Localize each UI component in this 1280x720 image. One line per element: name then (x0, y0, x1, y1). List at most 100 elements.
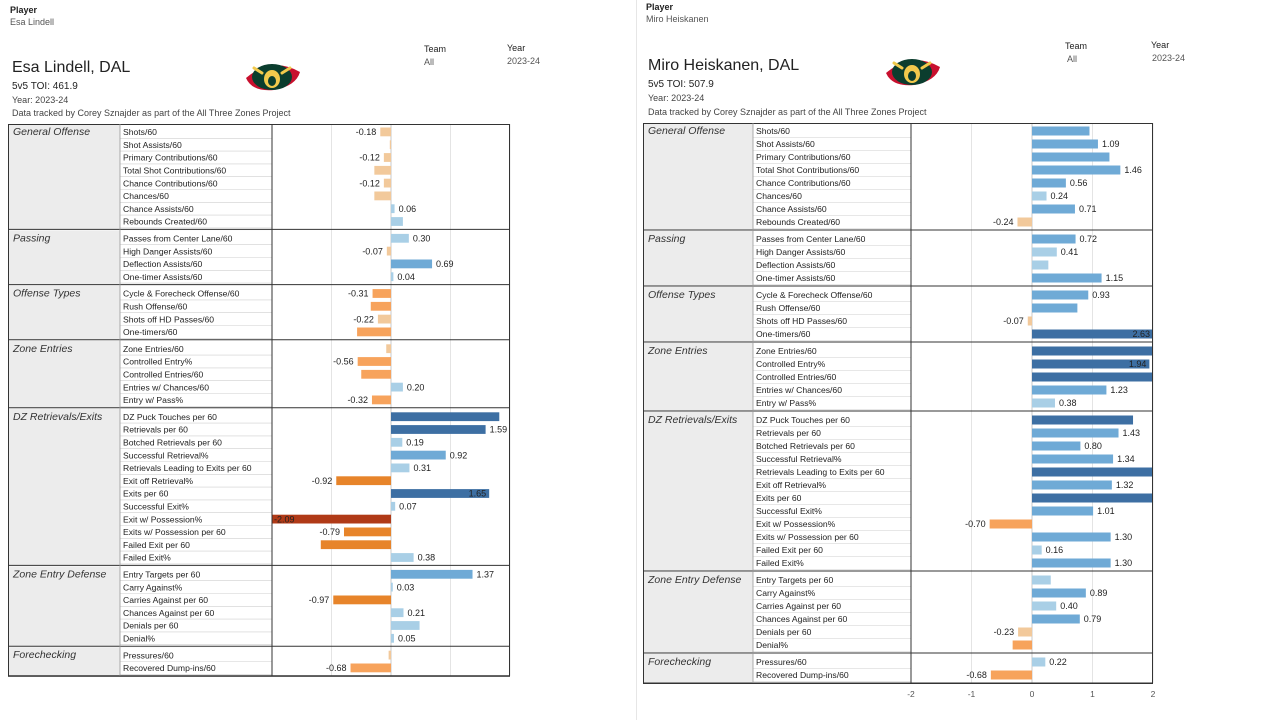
bar (1032, 204, 1075, 214)
player-filter-value[interactable]: Miro Heiskanen (646, 14, 709, 24)
bar (391, 259, 433, 269)
year-line: Year: 2023-24 (648, 93, 705, 103)
bar (1032, 165, 1121, 175)
data-label: 0.19 (406, 438, 424, 448)
data-label: 0.71 (1079, 204, 1097, 214)
bar (1032, 346, 1153, 356)
metric-label: One-timers/60 (123, 327, 178, 337)
player-title: Esa Lindell, DAL (12, 59, 131, 76)
bar (391, 463, 410, 473)
metric-label: Failed Exit% (123, 553, 171, 563)
credit-line: Data tracked by Corey Sznajder as part o… (648, 107, 927, 117)
metric-label: Shot Assists/60 (756, 139, 815, 149)
tick-label: 0 (389, 682, 394, 684)
panel-divider (636, 0, 637, 720)
metric-label: Denials per 60 (123, 621, 179, 631)
data-label: 0.79 (1084, 614, 1102, 624)
tick-label: -2 (268, 682, 276, 684)
bar (1032, 545, 1042, 555)
bar (1032, 398, 1055, 408)
tick-label: 1 (1090, 689, 1095, 699)
bar (391, 608, 404, 618)
bar (391, 217, 403, 226)
data-label: -0.68 (326, 663, 347, 673)
data-label: -0.70 (965, 519, 986, 529)
bar (374, 165, 391, 175)
data-label: 0.40 (1060, 601, 1078, 611)
team-filter-value[interactable]: All (1067, 54, 1078, 64)
metric-label: DZ Puck Touches per 60 (756, 415, 850, 425)
data-label: 1.65 (469, 489, 487, 499)
player-filter-value[interactable]: Esa Lindell (10, 17, 55, 27)
bar (1032, 126, 1090, 136)
bar (391, 489, 490, 498)
data-label: 1.15 (1106, 273, 1124, 283)
bar (391, 204, 395, 214)
metric-label: Chance Assists/60 (756, 204, 827, 214)
metric-label: Controlled Entry% (123, 357, 193, 367)
bar (389, 140, 391, 150)
year-filter-value[interactable]: 2023-24 (507, 56, 541, 66)
group-label: Passing (13, 232, 51, 244)
metric-label: Rush Offense/60 (123, 302, 188, 312)
bar (391, 450, 446, 460)
metric-label: One-timer Assists/60 (123, 272, 202, 282)
bar (343, 527, 391, 537)
year-line: Year: 2023-24 (12, 95, 69, 105)
bar (333, 595, 391, 605)
bar (1012, 640, 1032, 650)
bar (1032, 657, 1046, 667)
metric-label: Exits per 60 (756, 493, 802, 503)
metric-label: Passes from Center Lane/60 (756, 234, 866, 244)
data-label: -0.79 (319, 527, 340, 537)
group-label: Zone Entry Defense (12, 568, 107, 580)
data-label: 1.30 (1115, 558, 1133, 568)
tick-label: -1 (328, 682, 336, 684)
metric-label: Total Shot Contributions/60 (756, 165, 859, 175)
group-label: Passing (648, 233, 686, 245)
bar (380, 127, 391, 137)
metric-label: Exit w/ Possession% (123, 514, 203, 524)
data-label: 1.43 (1123, 428, 1141, 438)
data-label: 0.80 (1084, 441, 1102, 451)
group-label: Forechecking (648, 656, 711, 668)
metric-label: DZ Puck Touches per 60 (123, 412, 217, 422)
player-title: Miro Heiskanen, DAL (648, 57, 800, 74)
group-label: Zone Entries (647, 345, 708, 357)
bar (386, 344, 391, 354)
bar (391, 233, 409, 243)
data-label: 0.31 (413, 463, 431, 473)
bar (391, 437, 403, 447)
bar (350, 663, 391, 673)
bar (1032, 234, 1076, 244)
data-label: -0.22 (353, 314, 374, 324)
data-label: 0.03 (397, 582, 415, 592)
metric-label: Carries Against per 60 (756, 601, 841, 611)
metric-label: Entries w/ Chances/60 (756, 385, 842, 395)
bar (1032, 467, 1153, 477)
metric-label: Chances/60 (123, 191, 169, 201)
metric-label: Pressures/60 (756, 657, 807, 667)
data-label: 1.30 (1115, 532, 1133, 542)
metric-label: Rebounds Created/60 (756, 217, 840, 227)
metric-label: Entry Targets per 60 (123, 570, 200, 580)
bar (1018, 627, 1032, 637)
metric-label: One-timer Assists/60 (756, 273, 835, 283)
bar (1032, 303, 1078, 313)
data-label: -0.12 (359, 153, 380, 163)
group-label: Offense Types (648, 289, 716, 301)
data-label: 0.04 (397, 272, 415, 282)
data-label: 1.32 (1116, 480, 1134, 490)
metric-label: Failed Exit per 60 (123, 540, 190, 550)
bar (357, 327, 391, 337)
bar (357, 357, 391, 366)
data-label: -0.18 (356, 127, 377, 137)
data-label: 1.37 (477, 570, 495, 580)
metric-label: Chance Contributions/60 (123, 178, 218, 188)
metric-label: Entry w/ Pass% (123, 395, 184, 405)
tick-label: 1 (448, 682, 453, 684)
team-filter-value[interactable]: All (424, 57, 435, 67)
bar (391, 582, 393, 592)
bar (320, 540, 391, 550)
year-filter-value[interactable]: 2023-24 (1152, 53, 1186, 63)
